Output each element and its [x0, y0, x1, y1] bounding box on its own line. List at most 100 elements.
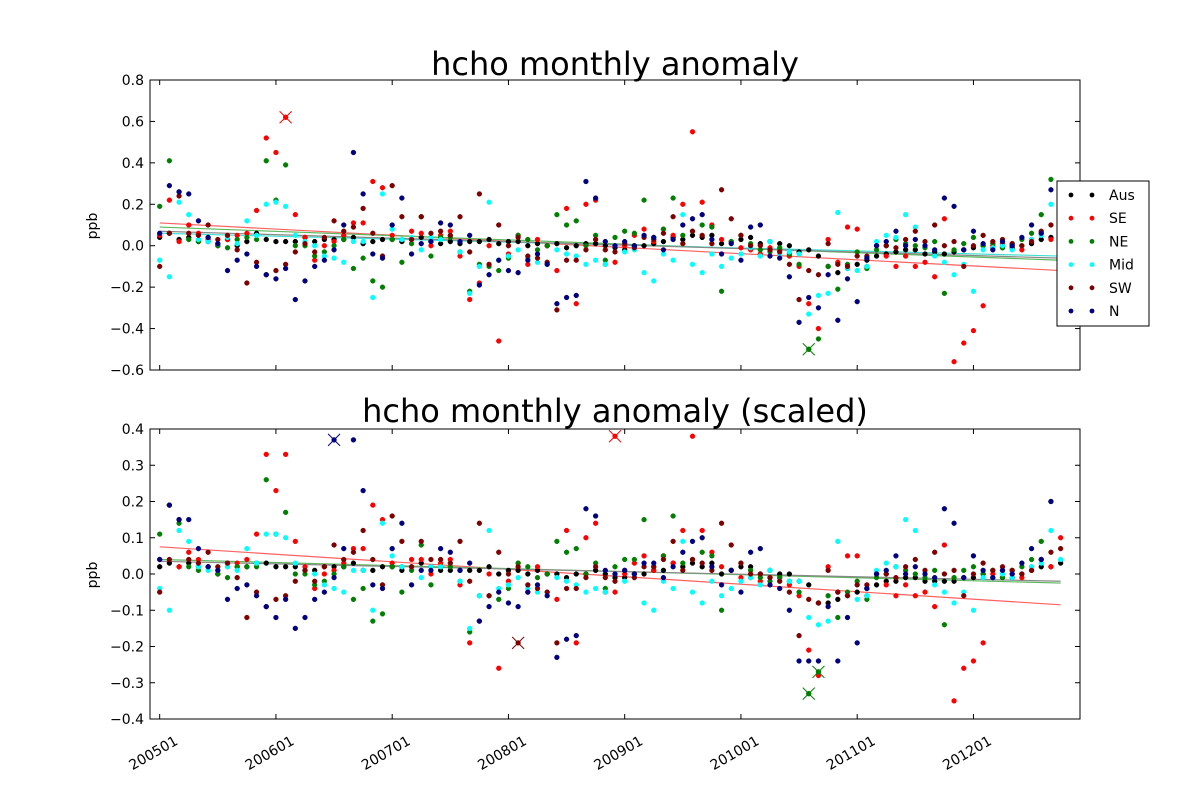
bottom-point-sw — [244, 614, 250, 621]
top-point-n — [273, 276, 279, 282]
top-point-n — [728, 240, 734, 247]
bottom-point-ne — [379, 611, 386, 617]
bottom-point-n — [525, 589, 531, 595]
bottom-point-sw — [728, 542, 734, 548]
top-point-n — [447, 222, 453, 228]
legend-label: N — [1109, 304, 1119, 320]
top-point-ne — [970, 234, 977, 241]
chart-legend: Aus SE NE Mid SW N — [1056, 180, 1150, 327]
top-point-ne — [389, 236, 395, 243]
top-point-mid — [883, 232, 889, 239]
top-point-n — [670, 236, 676, 243]
bottom-point-n — [515, 603, 521, 610]
top-point-ne — [815, 336, 822, 342]
top-point-n — [534, 251, 541, 257]
top-point-se — [612, 259, 618, 265]
bottom-point-mid — [341, 589, 347, 595]
bottom-point-n — [951, 520, 957, 526]
bottom-point-se — [970, 658, 977, 664]
top-point-sw — [408, 236, 415, 243]
bottom-point-sw — [476, 520, 483, 526]
top-point-n — [166, 182, 173, 189]
bottom-point-mid — [505, 582, 512, 588]
top-point-sw — [806, 267, 812, 274]
bottom-point-se — [641, 553, 647, 559]
bottom-point-ne — [525, 564, 531, 570]
bottom-point-n — [941, 506, 948, 512]
top-point-sw — [437, 228, 444, 234]
top-point-n — [408, 251, 415, 257]
top-ytick-label: −0.4 — [110, 322, 144, 338]
top-point-sw — [312, 249, 318, 255]
bottom-point-se — [467, 640, 473, 646]
top-point-ne — [544, 243, 550, 249]
top-point-mid — [360, 238, 366, 245]
bottom-point-sw — [341, 556, 347, 563]
top-point-n — [215, 240, 221, 247]
top-ytick-label: 0.0 — [122, 239, 144, 255]
bottom-point-n — [263, 603, 269, 610]
top-point-sw — [234, 247, 240, 253]
top-point-mid — [186, 211, 192, 218]
chart-top-ylabel: ppb — [85, 213, 101, 240]
top-point-n — [835, 317, 841, 323]
bottom-point-sw — [224, 560, 231, 566]
top-point-sw — [718, 187, 725, 193]
top-point-sw — [370, 230, 376, 236]
bottom-point-sw — [292, 578, 298, 584]
bottom-point-ne — [1038, 538, 1044, 545]
top-point-aus — [496, 240, 502, 247]
bottom-point-sw — [418, 538, 424, 545]
top-point-mid — [825, 290, 831, 297]
legend-marker — [1089, 308, 1095, 314]
top-point-ne — [370, 278, 376, 284]
top-point-sw — [166, 230, 173, 236]
bottom-point-n — [622, 567, 628, 574]
legend-marker — [1068, 215, 1074, 221]
top-point-aus — [476, 238, 483, 245]
bottom-point-sw — [970, 571, 977, 577]
bottom-point-n — [631, 571, 638, 577]
bottom-point-se — [922, 589, 928, 595]
top-point-mid — [166, 274, 173, 280]
bottom-point-ne — [670, 513, 676, 519]
top-point-se — [902, 253, 909, 259]
top-point-sw — [467, 249, 473, 255]
top-point-ne — [186, 236, 192, 243]
top-point-sw — [612, 249, 618, 255]
bottom-point-sw — [496, 549, 502, 555]
top-point-mid — [1048, 201, 1054, 207]
bottom-point-sw — [767, 574, 773, 581]
top-point-ne — [622, 228, 628, 234]
top-point-n — [883, 238, 889, 245]
top-point-aus — [641, 243, 647, 249]
bottom-point-se — [496, 665, 502, 671]
bottom-point-n — [360, 487, 366, 494]
bottom-ytick-label: −0.2 — [110, 640, 144, 656]
bottom-point-mid — [186, 538, 192, 545]
top-point-sw — [224, 232, 231, 239]
legend-marker — [1089, 262, 1095, 267]
top-point-n — [496, 257, 502, 263]
top-point-aus — [786, 243, 793, 249]
bottom-point-ne — [350, 596, 357, 603]
top-point-n — [302, 278, 308, 284]
bottom-point-n — [777, 585, 783, 592]
top-point-sw — [980, 232, 986, 239]
bottom-point-se — [902, 582, 909, 588]
top-point-n — [244, 251, 250, 257]
top-point-sw — [341, 228, 347, 234]
legend-marker — [1068, 308, 1074, 314]
bottom-point-sw — [747, 571, 754, 577]
top-point-ne — [941, 290, 948, 297]
top-point-mid — [486, 199, 492, 205]
legend-marker — [1068, 262, 1074, 267]
bottom-point-sw — [738, 560, 744, 566]
top-point-sw — [292, 249, 298, 255]
bottom-point-sw — [486, 593, 492, 599]
bottom-point-se — [282, 451, 289, 458]
top-point-n — [573, 292, 579, 299]
top-point-sw — [418, 214, 424, 220]
bottom-point-ne — [244, 564, 250, 570]
